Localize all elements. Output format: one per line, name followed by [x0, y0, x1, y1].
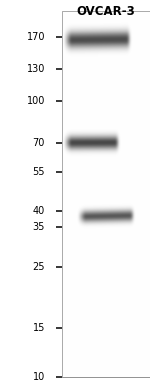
Text: 40: 40	[33, 206, 45, 216]
Text: OVCAR-3: OVCAR-3	[77, 5, 135, 18]
Bar	[62, 11, 150, 377]
Text: 70: 70	[33, 138, 45, 149]
Text: 55: 55	[33, 167, 45, 178]
Bar	[62, 11, 150, 377]
Text: 100: 100	[27, 96, 45, 106]
Text: 10: 10	[33, 372, 45, 381]
Text: 170: 170	[27, 32, 45, 42]
Text: 25: 25	[33, 262, 45, 272]
Text: 35: 35	[33, 222, 45, 232]
Text: 15: 15	[33, 323, 45, 333]
Text: 130: 130	[27, 64, 45, 74]
